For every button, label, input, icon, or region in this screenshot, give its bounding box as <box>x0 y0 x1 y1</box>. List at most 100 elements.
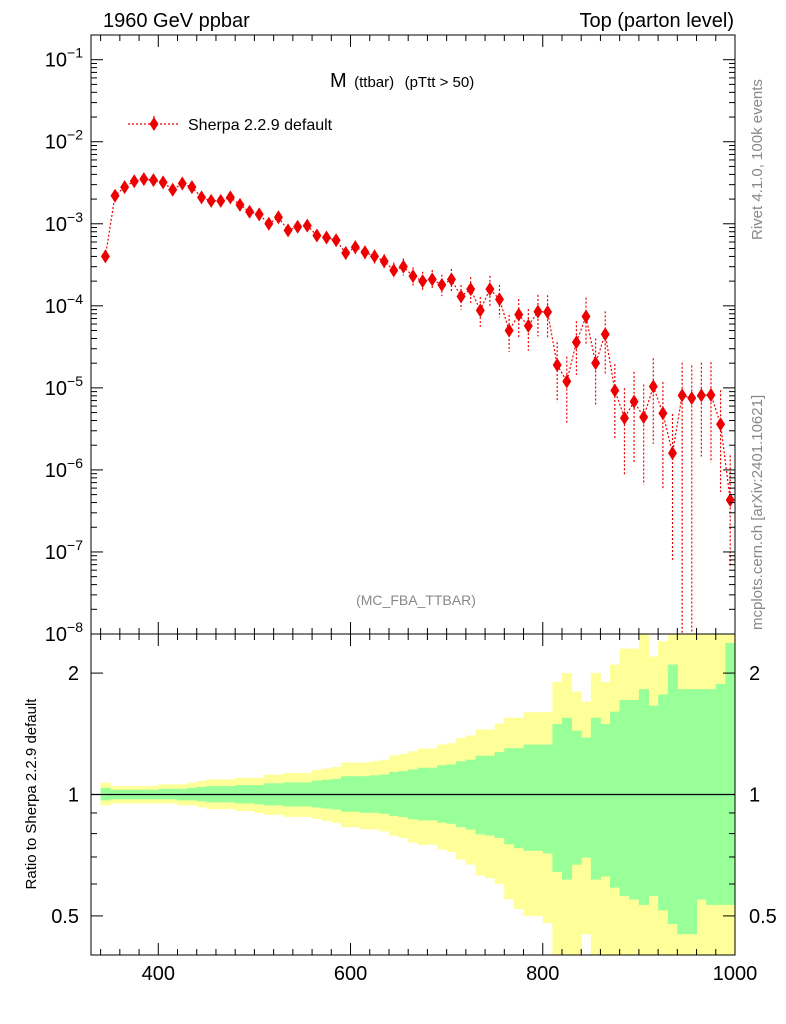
ratio-band-inner <box>677 689 688 935</box>
data-point <box>187 180 197 195</box>
data-point <box>581 309 591 324</box>
data-point <box>254 207 264 222</box>
data-point <box>668 446 678 461</box>
data-point <box>571 335 581 350</box>
header-right-title: Top (parton level) <box>579 10 734 32</box>
ratio-y-tick-label-right: 2 <box>749 663 760 685</box>
data-point <box>273 210 283 225</box>
ratio-band-inner <box>686 689 698 935</box>
data-point <box>389 263 399 278</box>
plot-title: M (ttbar) (pTtt > 50) <box>330 70 474 92</box>
data-point <box>235 197 245 212</box>
plot-title-sub: (ttbar) <box>354 74 394 91</box>
main-y-axis-ticks: 10−1 10−2 10−3 10−4 10−5 10−6 10−7 10−8 <box>45 34 735 646</box>
legend-marker <box>149 117 159 131</box>
ratio-y-tick-label-right: 0.5 <box>749 906 777 928</box>
data-point <box>321 230 331 245</box>
data-point <box>619 410 629 425</box>
data-point <box>562 374 572 389</box>
data-point <box>543 305 553 320</box>
data-point <box>177 176 187 191</box>
data-point <box>706 387 716 402</box>
plot-title-cut: (pTtt > 50) <box>405 74 475 91</box>
data-point <box>312 228 322 243</box>
ratio-band-inner <box>658 694 669 911</box>
data-point <box>283 223 293 238</box>
data-point <box>302 218 312 233</box>
data-point <box>293 219 303 234</box>
data-point <box>475 303 485 318</box>
data-point <box>139 172 149 187</box>
data-point <box>639 410 649 425</box>
ratio-band-inner <box>725 642 736 905</box>
data-point <box>648 379 658 394</box>
data-point <box>100 249 110 264</box>
data-point <box>523 318 533 333</box>
data-point <box>350 240 360 255</box>
data-point <box>533 304 543 319</box>
ratio-y-tick-label-right: 1 <box>749 785 760 807</box>
ratio-band-inner <box>638 689 649 905</box>
data-point <box>264 216 274 231</box>
data-point <box>110 188 120 203</box>
data-point <box>716 417 726 432</box>
data-point <box>148 173 158 188</box>
ratio-panel: 0.5 0.5 1 1 2 2 400 600 800 1000 Ratio to Sherpa… <box>23 633 777 985</box>
side-text-upper: Rivet 4.1.0, 100k events <box>749 79 766 240</box>
ratio-band-inner <box>590 717 601 880</box>
data-point <box>370 249 380 264</box>
data-point <box>495 292 505 307</box>
ratio-band-inner <box>581 737 592 858</box>
ratio-band-inner <box>619 700 630 897</box>
data-point <box>360 245 370 260</box>
main-y-tick-label: 10−6 <box>45 455 83 482</box>
header-left-title: 1960 GeV ppbar <box>103 10 250 32</box>
data-point <box>600 327 610 342</box>
x-tick-label: 800 <box>526 963 559 985</box>
data-point <box>504 323 514 338</box>
main-x-axis-ticks <box>100 35 736 634</box>
ratio-band-inner <box>571 730 582 865</box>
data-point <box>197 190 207 205</box>
data-point <box>245 204 255 219</box>
data-point <box>446 272 456 287</box>
ratio-y-tick-label: 1 <box>68 785 79 807</box>
data-point <box>437 277 447 292</box>
data-point <box>341 246 351 261</box>
data-point <box>658 406 668 421</box>
ratio-band-inner <box>485 755 496 836</box>
ratio-band-inner <box>504 748 515 845</box>
ratio-band-inner <box>648 705 659 897</box>
data-point <box>591 356 601 371</box>
plot-title-main: M <box>330 70 347 92</box>
data-point <box>687 391 697 406</box>
ratio-band-inner <box>610 711 621 888</box>
data-point <box>379 254 389 269</box>
x-tick-label: 1000 <box>713 963 758 985</box>
ratio-band-inner <box>561 717 573 880</box>
x-tick-label: 600 <box>334 963 367 985</box>
ratio-band-inner <box>533 744 544 851</box>
legend: Sherpa 2.2.9 default <box>128 116 333 134</box>
data-point <box>514 307 524 322</box>
main-y-tick-label: 10−8 <box>45 619 83 646</box>
data-point <box>466 282 476 297</box>
main-y-tick-label: 10−3 <box>45 209 83 236</box>
x-tick-label: 400 <box>142 963 175 985</box>
data-point <box>629 394 639 409</box>
ratio-x-axis-ticks: 400 600 800 1000 <box>100 634 758 985</box>
ratio-y-axis-ticks: 0.5 0.5 1 1 2 2 <box>51 663 777 956</box>
data-point <box>398 259 408 274</box>
ratio-y-tick-label: 0.5 <box>51 906 79 928</box>
data-connector-line <box>104 178 731 501</box>
main-data-layer <box>100 172 735 634</box>
data-point <box>206 193 216 208</box>
data-point <box>418 274 428 289</box>
legend-label: Sherpa 2.2.9 default <box>188 117 333 134</box>
ratio-band-inner <box>600 724 611 877</box>
data-point <box>216 193 226 208</box>
ratio-y-label: Ratio to Sherpa 2.2.9 default <box>23 698 40 890</box>
data-point <box>408 269 418 284</box>
data-point <box>696 388 706 403</box>
data-point <box>725 492 735 507</box>
